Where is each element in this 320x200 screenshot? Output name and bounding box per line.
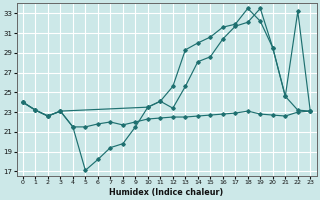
X-axis label: Humidex (Indice chaleur): Humidex (Indice chaleur) — [109, 188, 224, 197]
